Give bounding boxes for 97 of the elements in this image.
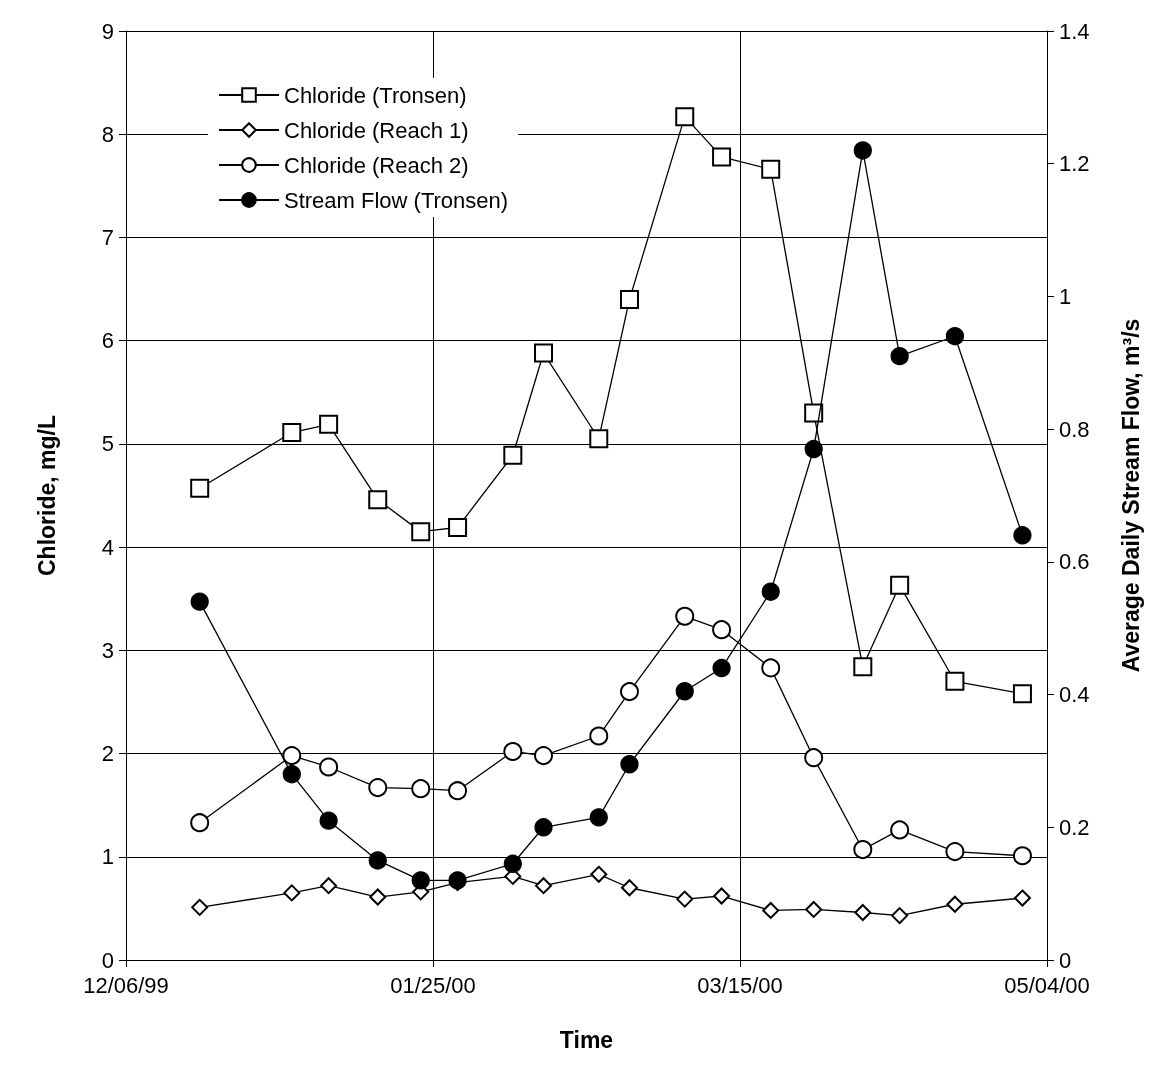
point: [411, 522, 431, 542]
point: [411, 871, 430, 890]
y-tick-label: 1: [101, 844, 114, 870]
legend-label: Chloride (Reach 1): [284, 117, 469, 143]
y-tick-label: 0: [101, 947, 114, 973]
y2-tick-label: 0.6: [1059, 549, 1090, 575]
point: [619, 289, 639, 309]
point: [534, 746, 554, 766]
point: [946, 895, 964, 913]
point: [805, 900, 823, 918]
point: [676, 890, 694, 908]
point: [854, 904, 872, 922]
point: [675, 107, 695, 127]
point: [804, 748, 824, 768]
point: [411, 779, 431, 799]
legend-label: Chloride (Reach 2): [284, 152, 469, 178]
y-tick-label: 2: [101, 741, 114, 767]
point: [319, 811, 338, 830]
y-tick-label: 9: [101, 18, 114, 44]
point: [589, 726, 609, 746]
x-tick-label: 03/15/00: [697, 972, 783, 998]
point: [282, 765, 301, 784]
point: [319, 414, 339, 434]
x-tick-label: 01/25/00: [390, 972, 476, 998]
point: [761, 582, 780, 601]
point: [853, 840, 873, 860]
point: [283, 884, 301, 902]
point: [282, 423, 302, 443]
point: [945, 327, 964, 346]
point: [804, 403, 824, 423]
point: [945, 842, 965, 862]
point: [190, 478, 210, 498]
y2-tick-label: 1.4: [1059, 18, 1090, 44]
point: [191, 898, 209, 916]
point: [712, 658, 731, 678]
point: [890, 575, 910, 595]
point: [890, 347, 909, 366]
point: [190, 813, 210, 833]
point: [369, 888, 387, 906]
point: [590, 865, 608, 883]
x-tick-label: 12/06/99: [83, 972, 169, 998]
point: [320, 877, 338, 895]
point: [448, 781, 468, 801]
point: [620, 682, 639, 702]
legend-label: Chloride (Tronsen): [284, 82, 467, 108]
y2-tick-label: 1: [1059, 283, 1072, 309]
point: [368, 851, 387, 870]
y-axis-title: Chloride, mg/L: [33, 415, 60, 576]
point: [1012, 684, 1032, 704]
y-tick-label: 8: [101, 121, 114, 147]
point: [761, 658, 781, 678]
y-tick-label: 4: [101, 534, 114, 560]
y-tick-label: 5: [101, 431, 114, 457]
point: [190, 592, 209, 611]
point: [368, 778, 388, 798]
point: [503, 445, 523, 465]
point: [448, 518, 468, 537]
y2-tick-label: 0.4: [1059, 682, 1090, 708]
point: [712, 620, 732, 640]
point: [761, 159, 781, 179]
legend-label: Stream Flow (Tronsen): [284, 187, 509, 213]
point: [368, 490, 388, 510]
point: [534, 343, 554, 363]
y2-tick-label: 0.8: [1059, 416, 1090, 442]
y-tick-label: 3: [101, 637, 114, 663]
point: [535, 877, 553, 895]
point: [1013, 889, 1031, 907]
point: [712, 147, 732, 167]
point: [319, 757, 339, 777]
point: [589, 429, 609, 449]
y2-tick-label: 0.2: [1059, 814, 1090, 840]
point: [804, 439, 823, 459]
point: [713, 887, 731, 905]
point: [620, 879, 638, 897]
y-tick-label: 6: [101, 328, 114, 354]
point: [675, 682, 694, 701]
point: [945, 671, 965, 691]
point: [1012, 846, 1032, 866]
point: [890, 820, 910, 840]
point: [891, 907, 909, 925]
point: [503, 854, 522, 873]
point: [620, 755, 639, 774]
y-tick-label: 7: [101, 224, 114, 250]
point: [589, 808, 608, 827]
point: [282, 746, 302, 766]
point: [762, 901, 780, 919]
point: [853, 141, 872, 160]
point: [1013, 526, 1032, 545]
point: [853, 657, 873, 677]
point: [534, 818, 553, 837]
x-tick-label: 05/04/00: [1004, 972, 1090, 998]
y2-axis-title: Average Daily Stream Flow, m³/s: [1117, 318, 1144, 673]
y2-tick-label: 1.2: [1059, 151, 1090, 177]
y2-tick-label: 0: [1059, 947, 1072, 973]
point: [503, 742, 523, 761]
x-axis-title: Time: [559, 1026, 614, 1053]
point: [675, 606, 695, 626]
